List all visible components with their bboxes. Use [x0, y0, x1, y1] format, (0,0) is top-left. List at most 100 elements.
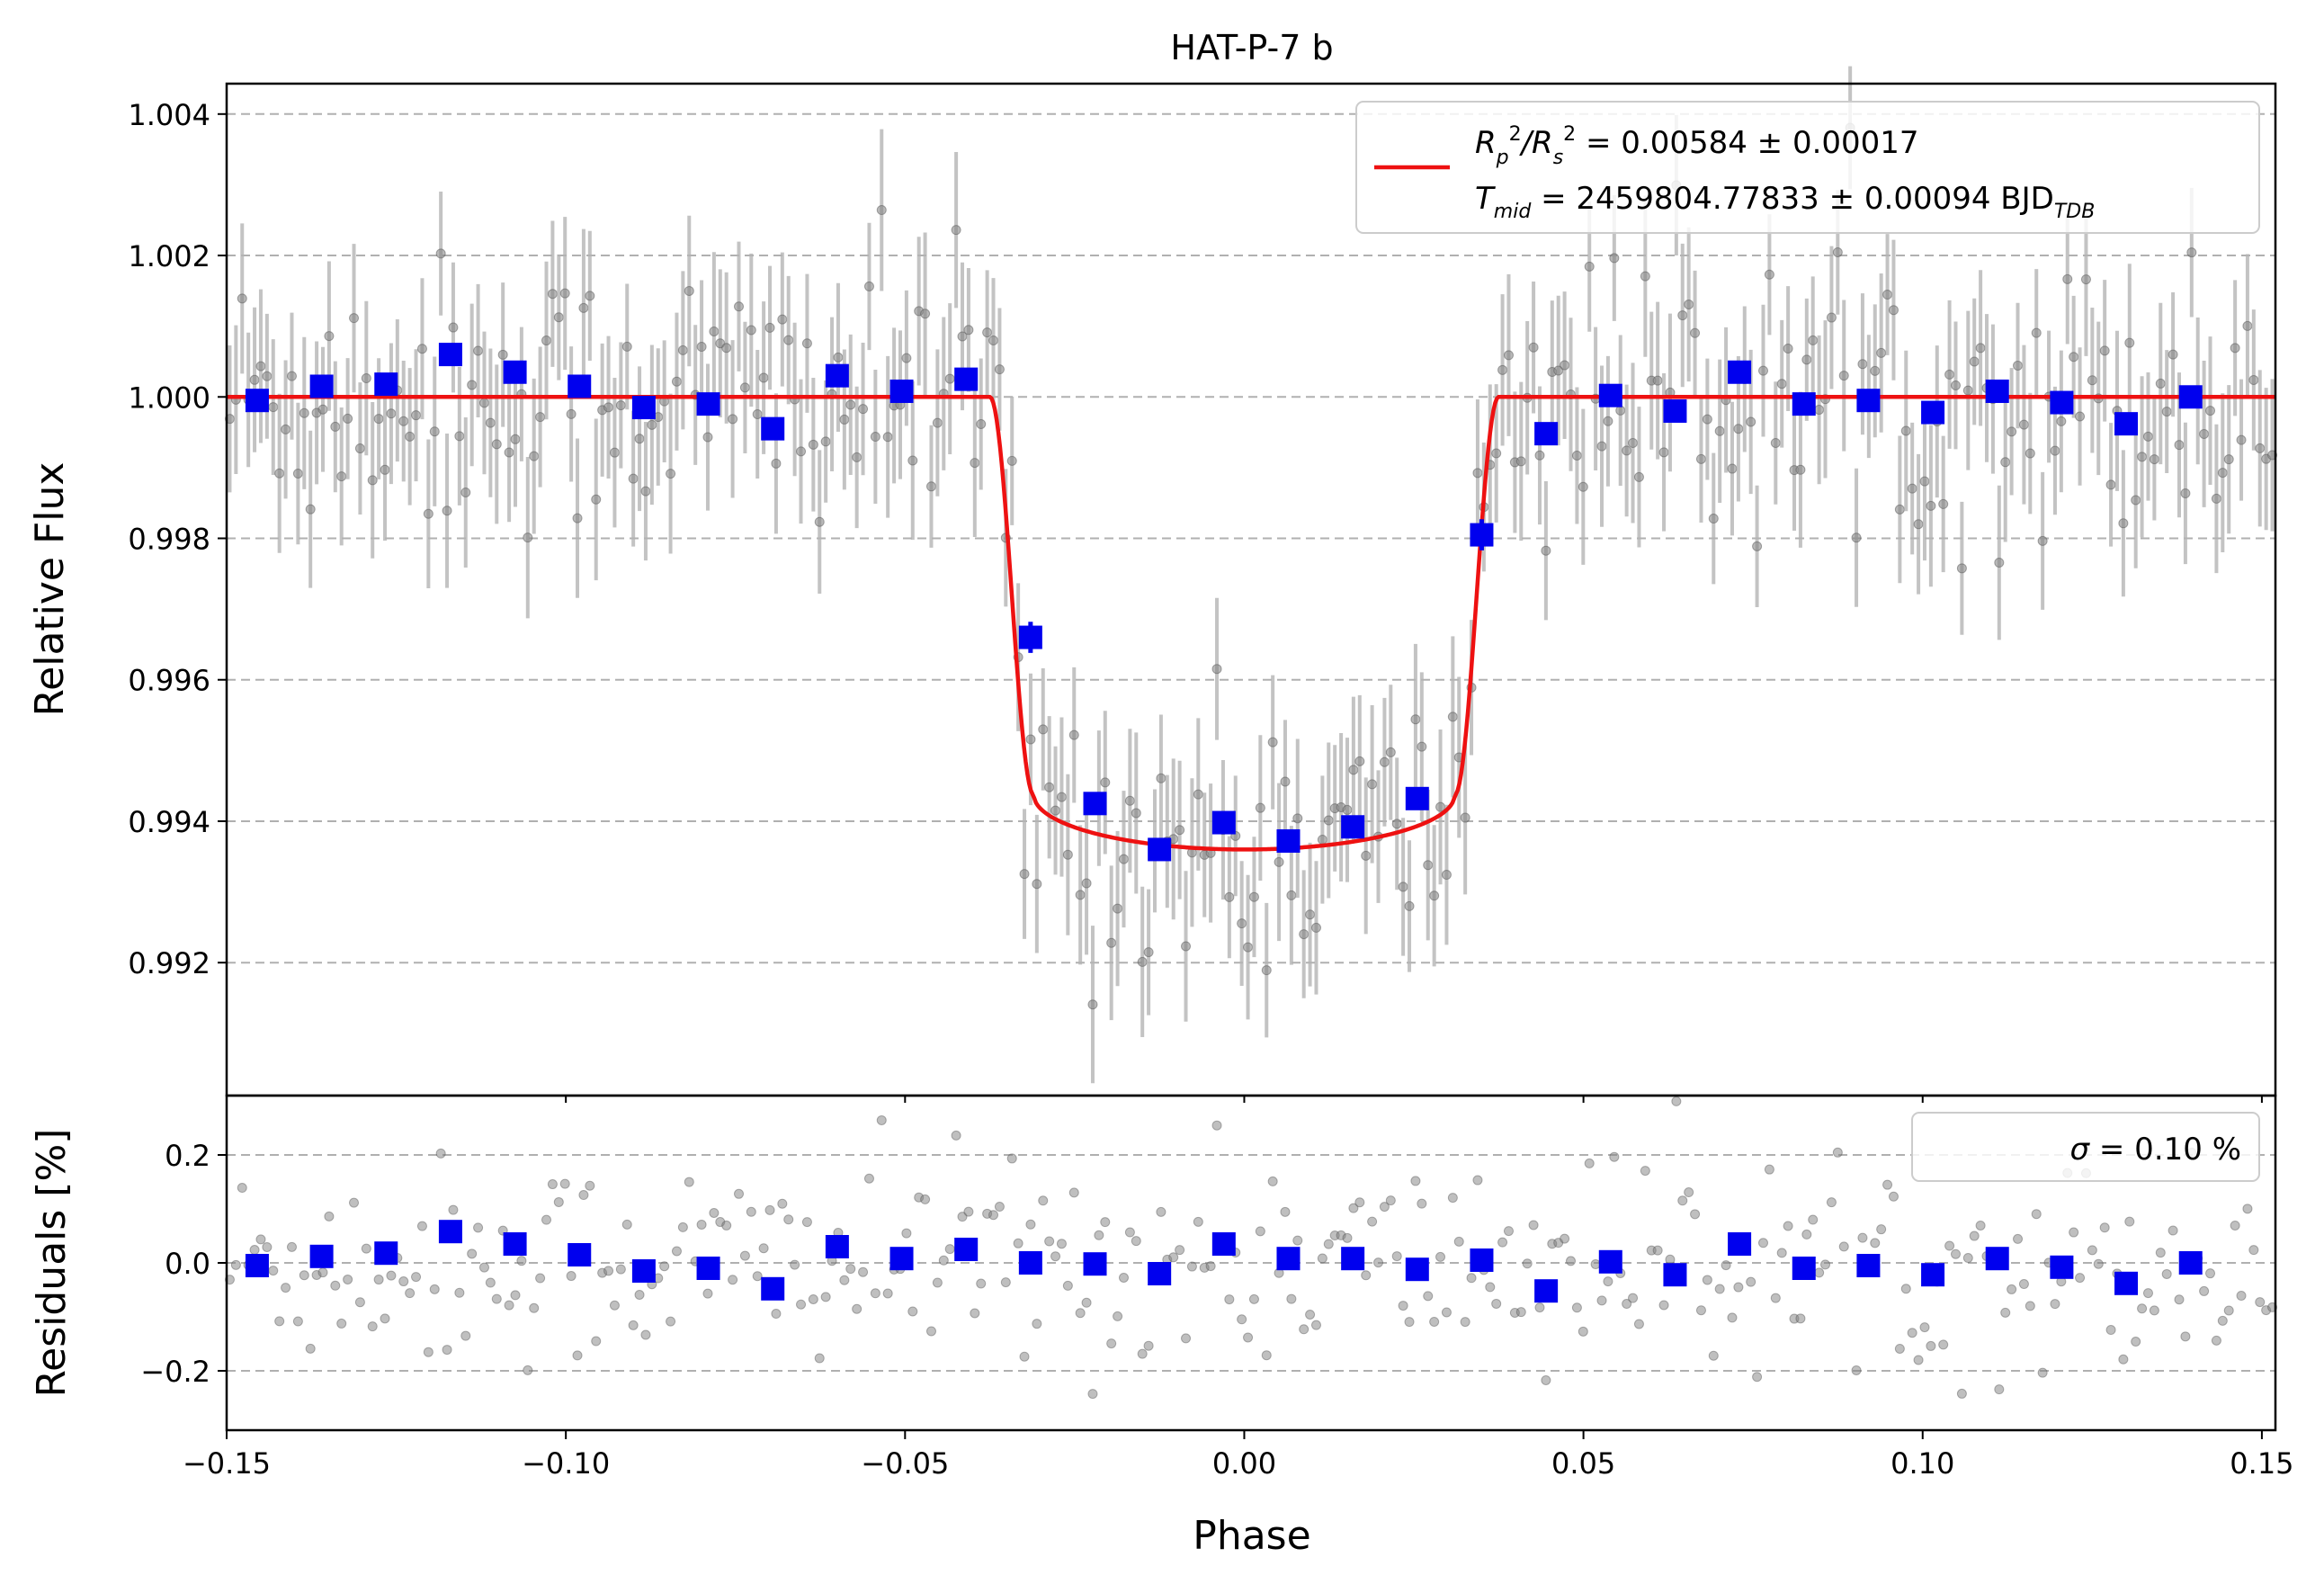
- residual-raw-point: [386, 1270, 397, 1281]
- raw-point: [1280, 776, 1291, 787]
- raw-point: [2131, 495, 2141, 506]
- raw-point: [1776, 379, 1787, 389]
- residual-raw-point: [1758, 1238, 1768, 1248]
- residual-raw-point: [734, 1188, 744, 1199]
- residual-binned-point: [631, 1259, 656, 1283]
- residual-raw-point: [870, 1288, 880, 1299]
- raw-point: [2018, 419, 2029, 430]
- residual-binned-point: [1728, 1232, 1752, 1256]
- residuals-panel: −0.2 0.0 0.2 −0.15 −0.10 −0.05 0.00 0.05 0.10 0.…: [29, 1094, 2294, 1559]
- binned-point: [568, 374, 592, 398]
- legend-tmid-entry: Tmid = 2459804.77833 ± 0.00094 BJDTDB: [1475, 181, 2095, 223]
- raw-point: [944, 373, 955, 384]
- residual-raw-point: [1224, 1294, 1235, 1305]
- residual-raw-point: [1515, 1307, 1526, 1318]
- binned-point: [1792, 392, 1816, 416]
- raw-point: [1894, 504, 1905, 515]
- raw-point: [2056, 416, 2067, 426]
- raw-point: [1237, 918, 1247, 929]
- binned-point: [1598, 383, 1622, 407]
- raw-point: [1429, 890, 1440, 901]
- residual-raw-point: [416, 1221, 427, 1231]
- raw-point: [1609, 253, 1620, 264]
- residual-raw-point: [262, 1241, 273, 1252]
- raw-point: [336, 471, 347, 482]
- residual-raw-point: [976, 1278, 987, 1289]
- raw-point: [1857, 359, 1868, 370]
- residual-raw-point: [1560, 1233, 1570, 1244]
- residual-raw-point: [1764, 1164, 1774, 1175]
- residual-raw-point: [1156, 1206, 1166, 1217]
- raw-point: [1441, 870, 1452, 881]
- raw-point: [1404, 900, 1415, 911]
- residual-raw-point: [1609, 1151, 1620, 1162]
- residual-raw-point: [2105, 1325, 2116, 1336]
- raw-point: [796, 446, 807, 457]
- raw-point: [541, 336, 552, 346]
- residual-raw-point: [1919, 1322, 1930, 1333]
- raw-point: [349, 313, 360, 324]
- raw-point: [585, 291, 595, 301]
- raw-point: [1398, 881, 1408, 892]
- raw-point: [1578, 481, 1588, 492]
- raw-point: [721, 343, 732, 353]
- residual-raw-point: [1633, 1319, 1644, 1329]
- raw-point: [609, 447, 620, 458]
- residual-raw-point: [2236, 1291, 2247, 1302]
- raw-point: [566, 408, 577, 419]
- residual-raw-point: [858, 1266, 869, 1277]
- residual-raw-point: [920, 1194, 931, 1204]
- residual-raw-point: [764, 1204, 775, 1215]
- raw-point: [1137, 956, 1148, 967]
- raw-point: [976, 418, 987, 429]
- raw-point: [2124, 337, 2135, 348]
- residual-raw-point: [566, 1271, 577, 1282]
- raw-point: [442, 506, 452, 516]
- raw-point: [416, 344, 427, 354]
- residual-raw-point: [671, 1246, 682, 1257]
- residual-raw-point: [1702, 1275, 1712, 1285]
- raw-point: [1491, 448, 1502, 459]
- raw-point: [292, 468, 303, 479]
- raw-point: [2161, 407, 2172, 417]
- raw-point: [925, 481, 936, 492]
- residual-raw-point: [1956, 1388, 1967, 1399]
- raw-point: [1733, 424, 1744, 434]
- raw-point: [1292, 813, 1303, 824]
- raw-point: [1075, 890, 1086, 900]
- residual-raw-point: [1596, 1295, 1607, 1306]
- raw-point: [1255, 802, 1265, 813]
- residual-binned-point: [825, 1235, 849, 1258]
- raw-point: [801, 338, 812, 349]
- raw-point: [671, 376, 682, 387]
- residual-raw-point: [1472, 1175, 1483, 1186]
- residual-raw-point: [1205, 1261, 1216, 1272]
- raw-point: [2075, 411, 2086, 422]
- residual-raw-point: [529, 1302, 540, 1313]
- main-gridlines: [227, 112, 2275, 964]
- raw-point: [473, 345, 484, 356]
- raw-point: [839, 414, 850, 425]
- residual-raw-point: [354, 1297, 365, 1308]
- residual-binned-point: [309, 1244, 334, 1268]
- residual-raw-point: [852, 1303, 863, 1314]
- residual-raw-point: [467, 1248, 478, 1259]
- raw-point: [578, 302, 589, 313]
- residual-raw-point: [1056, 1239, 1067, 1249]
- residual-raw-point: [1248, 1293, 1259, 1304]
- binned-point: [761, 416, 785, 441]
- residual-raw-point: [1541, 1374, 1551, 1385]
- binned-point: [825, 363, 849, 388]
- residual-raw-point: [628, 1320, 639, 1330]
- raw-point: [361, 373, 371, 384]
- binned-point: [438, 343, 462, 367]
- raw-point: [1305, 909, 1316, 920]
- residual-raw-point: [1497, 1237, 1508, 1248]
- raw-point: [1032, 879, 1042, 890]
- raw-point: [478, 398, 489, 408]
- raw-point: [1938, 498, 1949, 509]
- residual-raw-point: [1280, 1206, 1291, 1217]
- residual-raw-point: [1708, 1350, 1719, 1361]
- residual-binned-point: [374, 1241, 398, 1266]
